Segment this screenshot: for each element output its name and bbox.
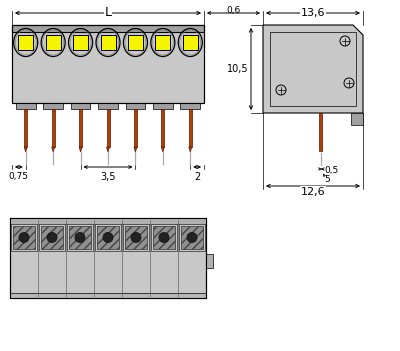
Circle shape: [75, 232, 85, 243]
Text: L: L: [104, 7, 112, 20]
Bar: [46, 35, 61, 50]
Bar: [161, 109, 164, 147]
Bar: [11, 224, 37, 251]
Bar: [71, 103, 90, 109]
Bar: [106, 109, 110, 147]
Text: 0,5: 0,5: [324, 166, 338, 174]
Polygon shape: [52, 147, 55, 152]
Bar: [180, 226, 204, 249]
Bar: [16, 103, 36, 109]
Bar: [52, 109, 55, 147]
Bar: [43, 103, 63, 109]
Polygon shape: [189, 147, 192, 152]
Bar: [128, 35, 143, 50]
Bar: [18, 35, 33, 50]
Bar: [124, 226, 148, 249]
Circle shape: [103, 232, 113, 243]
Bar: [151, 224, 177, 251]
Bar: [10, 218, 206, 298]
Polygon shape: [24, 147, 27, 152]
Text: 10,5: 10,5: [227, 64, 249, 74]
Bar: [189, 109, 192, 147]
Text: 0,6: 0,6: [226, 6, 241, 15]
Bar: [10, 218, 206, 298]
Circle shape: [19, 232, 29, 243]
Bar: [134, 109, 137, 147]
Bar: [79, 109, 82, 147]
Bar: [68, 226, 92, 249]
Bar: [10, 293, 206, 298]
Bar: [100, 35, 116, 50]
Circle shape: [47, 232, 57, 243]
Bar: [12, 226, 36, 249]
Polygon shape: [134, 147, 137, 152]
Polygon shape: [263, 25, 363, 113]
Bar: [206, 254, 213, 268]
Bar: [95, 224, 121, 251]
Text: 2: 2: [194, 172, 200, 182]
Circle shape: [159, 232, 169, 243]
Bar: [98, 103, 118, 109]
Bar: [39, 224, 65, 251]
Bar: [183, 35, 198, 50]
Polygon shape: [79, 147, 82, 152]
Text: 5: 5: [324, 174, 330, 184]
Text: 12,6: 12,6: [301, 187, 325, 197]
Bar: [155, 35, 170, 50]
Text: 3,5: 3,5: [100, 172, 116, 182]
Polygon shape: [106, 147, 110, 152]
Bar: [270, 32, 356, 106]
Bar: [351, 113, 363, 125]
Bar: [319, 113, 322, 151]
Circle shape: [131, 232, 141, 243]
Bar: [153, 103, 173, 109]
Text: 0,75: 0,75: [9, 172, 29, 181]
Bar: [12, 25, 204, 32]
Bar: [179, 224, 205, 251]
Bar: [73, 35, 88, 50]
Bar: [96, 226, 120, 249]
Text: 13,6: 13,6: [301, 8, 325, 18]
Bar: [67, 224, 93, 251]
Circle shape: [187, 232, 197, 243]
Bar: [152, 226, 176, 249]
Bar: [126, 103, 145, 109]
Bar: [12, 25, 204, 103]
Polygon shape: [161, 147, 164, 152]
Bar: [12, 25, 204, 103]
Bar: [40, 226, 64, 249]
Bar: [123, 224, 149, 251]
Bar: [24, 109, 27, 147]
Bar: [180, 103, 200, 109]
Bar: [10, 218, 206, 224]
